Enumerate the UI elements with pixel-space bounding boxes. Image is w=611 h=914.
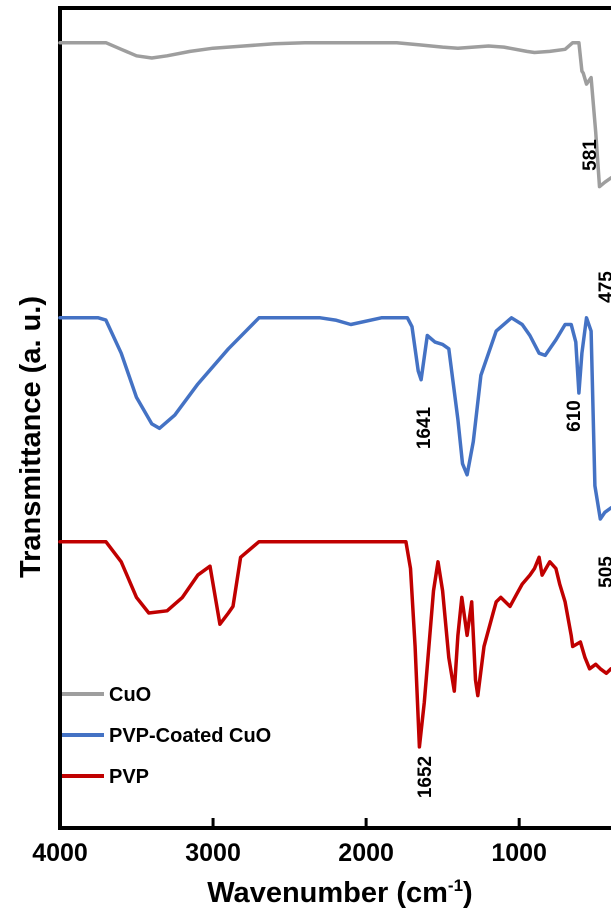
legend: CuO PVP-Coated CuO PVP <box>62 684 271 788</box>
peak-label-505: 505 <box>596 556 611 588</box>
x-ticks: 4000 3000 2000 1000 <box>32 818 547 867</box>
peak-label-610: 610 <box>564 400 585 432</box>
y-axis-title: Transmittance (a. u.) <box>15 296 47 578</box>
x-tick-label: 2000 <box>338 839 394 867</box>
x-axis-title-main: Wavenumber (cm <box>207 877 448 909</box>
legend-label-pvp: PVP <box>109 766 149 788</box>
x-tick-label: 4000 <box>32 839 88 867</box>
peak-annotations: 581 475 1641 610 505 1652 <box>414 139 611 798</box>
x-axis-title-sup: -1 <box>448 876 463 895</box>
series-line-pvp <box>58 539 611 749</box>
peak-label-1652: 1652 <box>415 756 436 798</box>
x-axis-title-close: ) <box>463 877 473 909</box>
legend-label-cuo: CuO <box>109 684 151 706</box>
x-tick-label: 3000 <box>185 839 241 867</box>
peak-label-581: 581 <box>580 139 601 171</box>
x-axis-title: Wavenumber (cm-1) <box>207 876 472 909</box>
series-group <box>58 40 611 749</box>
series-line-cuo <box>58 40 611 189</box>
peak-label-1641: 1641 <box>414 406 435 449</box>
peak-label-475: 475 <box>596 271 611 303</box>
x-tick-label: 1000 <box>491 839 547 867</box>
series-line-pvp-coated-cuo <box>58 316 611 521</box>
legend-label-pvp-coated-cuo: PVP-Coated CuO <box>109 725 271 747</box>
